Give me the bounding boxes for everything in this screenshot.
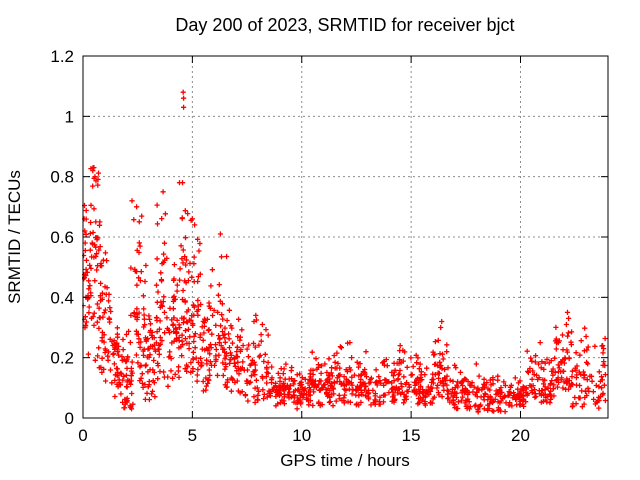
tick-labels: 0 5 10 15 20 0 0.2 0.4 0.6 0.8 1 1.2 [50,47,530,445]
y-axis-label: SRMTID / TECUs [5,170,24,304]
y-tick-label: 1.2 [50,47,74,66]
x-tick-label: 10 [292,426,311,445]
y-tick-label: 0 [65,409,74,428]
scatter-points [82,89,608,415]
grid-lines [83,56,608,418]
chart-title: Day 200 of 2023, SRMTID for receiver bjc… [175,15,514,35]
y-tick-label: 0.8 [50,168,74,187]
y-tick-label: 1 [65,107,74,126]
y-tick-label: 0.6 [50,228,74,247]
x-axis-label: GPS time / hours [280,451,409,470]
y-tick-label: 0.4 [50,288,74,307]
series-srmtid-markers [82,89,608,415]
x-tick-label: 5 [188,426,197,445]
x-tick-label: 20 [511,426,530,445]
x-tick-label: 0 [78,426,87,445]
axis-ticks [82,55,608,419]
y-tick-label: 0.2 [50,349,74,368]
x-tick-label: 15 [402,426,421,445]
